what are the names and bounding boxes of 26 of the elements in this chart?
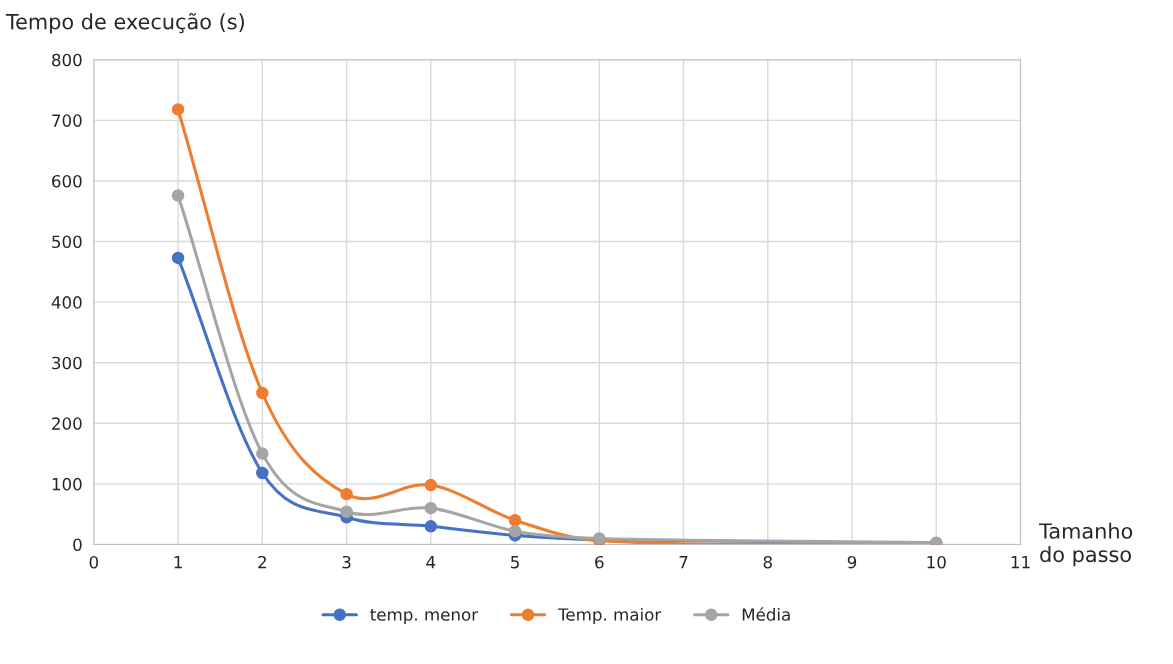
legend-label: temp. menor [370, 608, 479, 625]
x-axis-title: Tamanho do passo [1038, 522, 1133, 567]
y-tick-label: 100 [52, 477, 82, 491]
y-tick-label: 0 [73, 538, 82, 552]
x-tick-label: 1 [174, 556, 182, 569]
x-tick-label: 5 [511, 556, 519, 569]
x-tick-label: 4 [426, 556, 436, 569]
x-tick-label: 8 [763, 555, 772, 569]
y-tick-label: 800 [52, 53, 82, 67]
y-tick-label: 600 [52, 174, 82, 188]
y-tick-label: 700 [52, 114, 82, 127]
x-tick-label: 3 [342, 555, 351, 569]
y-axis-title: Tempo de execução (s) [5, 12, 244, 34]
legend-label: Média [742, 607, 790, 621]
x-tick-label: 7 [679, 556, 688, 569]
x-tick-label: 6 [595, 555, 604, 569]
y-tick-label: 200 [52, 417, 82, 430]
x-tick-label: 9 [847, 555, 857, 569]
x-tick-label: 10 [927, 555, 946, 569]
x-tick-label: 11 [1011, 556, 1030, 569]
legend-label: Temp. maior [558, 607, 662, 625]
y-tick-label: 300 [52, 356, 82, 370]
x-tick-label: 2 [258, 555, 266, 569]
y-tick-label: 500 [52, 235, 82, 249]
y-tick-label: 400 [51, 296, 82, 309]
x-tick-label: 0 [89, 555, 99, 569]
